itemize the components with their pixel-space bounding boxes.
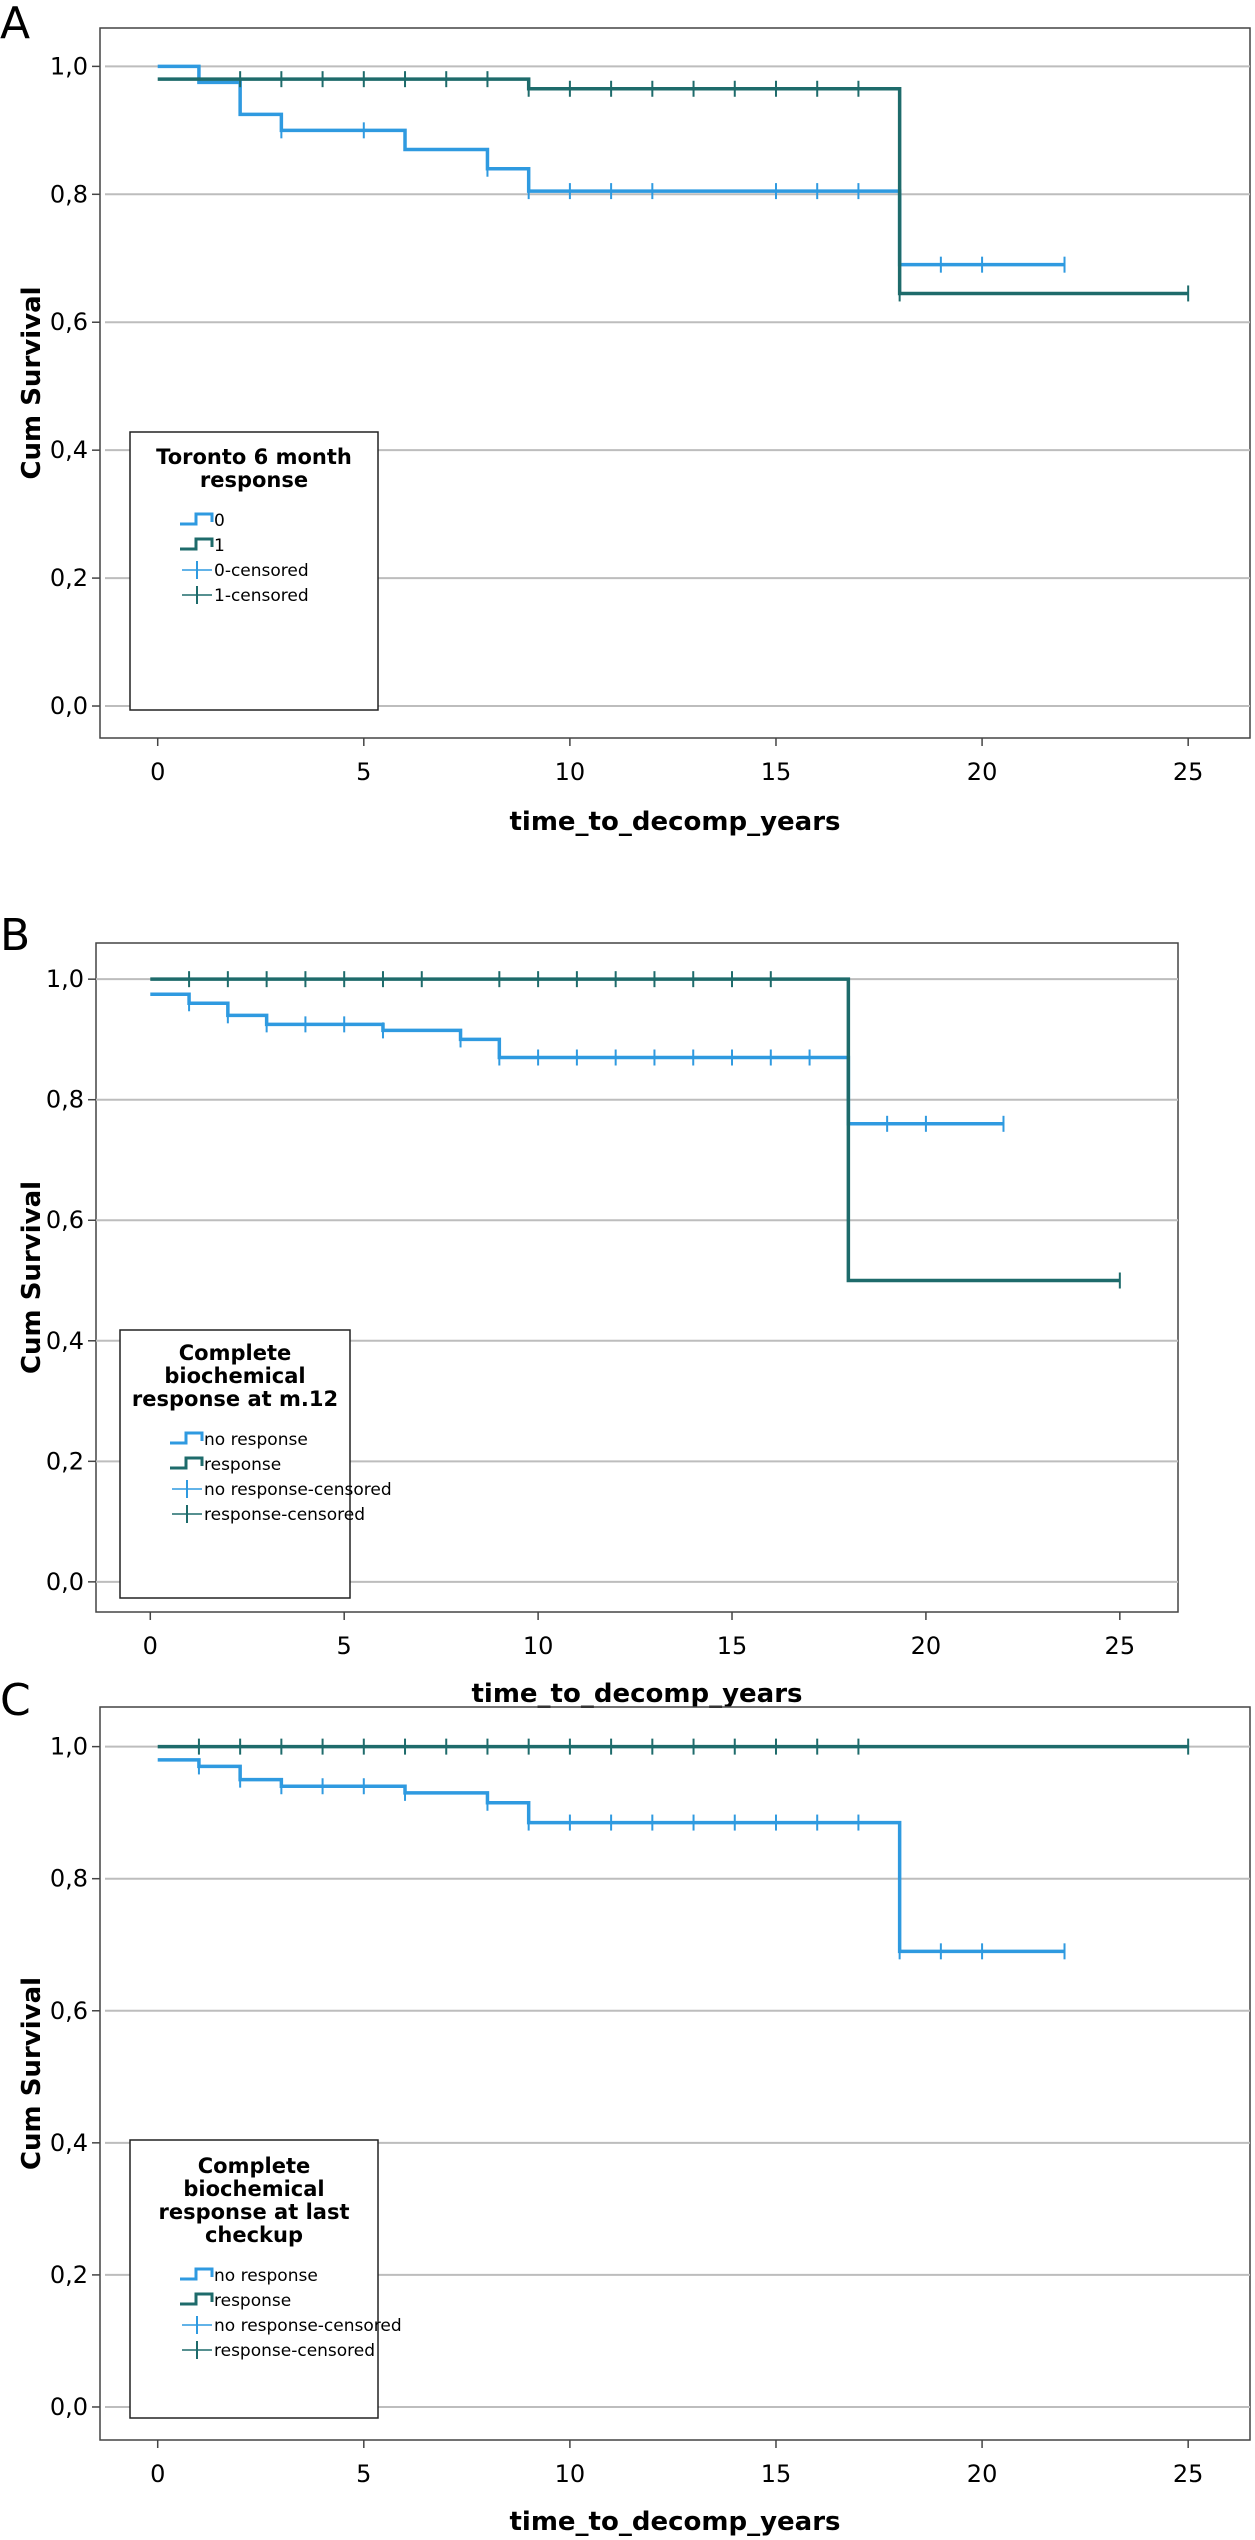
x-tick-label: 25 [1173, 2460, 1204, 2488]
legend-title-line: Complete [179, 1341, 291, 1365]
x-tick-label: 20 [911, 1632, 942, 1660]
y-tick-label: 0,6 [50, 308, 88, 336]
x-tick-label: 0 [150, 2460, 165, 2488]
legend-title-line: biochemical [164, 1364, 305, 1388]
plot-frame [95, 942, 1179, 1613]
legend-title-line: Toronto 6 month [156, 445, 352, 469]
y-tick-label: 0,2 [46, 1447, 84, 1475]
y-tick-label: 0,8 [46, 1086, 84, 1114]
x-tick-label: 5 [337, 1632, 352, 1660]
y-tick-label: 0,0 [46, 1568, 84, 1596]
legend-box [129, 431, 379, 711]
y-tick-label: 0,6 [50, 1997, 88, 2025]
y-tick-label: 0,0 [50, 2393, 88, 2421]
x-tick-label: 15 [761, 2460, 792, 2488]
x-tick-label: 25 [1173, 758, 1204, 786]
legend-title-line: response at last [159, 2200, 350, 2224]
y-tick-label: 0,8 [50, 1865, 88, 1893]
x-tick-label: 25 [1105, 1632, 1136, 1660]
legend-entry-label: no response [204, 1430, 308, 1450]
y-tick-label: 0,4 [46, 1327, 84, 1355]
legend-title-line: biochemical [183, 2177, 324, 2201]
legend-title-line: checkup [205, 2223, 303, 2247]
legend-entry-label: no response-censored [214, 2316, 402, 2336]
y-axis-label: Cum Survival [17, 1977, 47, 2170]
legend-box [129, 2139, 379, 2419]
x-tick-label: 10 [555, 2460, 586, 2488]
y-axis-label: Cum Survival [17, 286, 47, 479]
x-axis-label: time_to_decomp_years [509, 2507, 840, 2537]
y-tick-label: 0,8 [50, 180, 88, 208]
x-tick-label: 20 [967, 2460, 998, 2488]
y-tick-label: 1,0 [46, 965, 84, 993]
x-tick-label: 10 [523, 1632, 554, 1660]
legend-box [119, 1329, 351, 1599]
x-axis-label: time_to_decomp_years [471, 1679, 802, 1709]
legend-entry-label: 0-censored [214, 561, 309, 581]
legend-swatch [180, 537, 214, 551]
y-axis-label: Cum Survival [17, 1181, 47, 1374]
panel-letter: B [0, 910, 30, 961]
x-tick-label: 15 [717, 1632, 748, 1660]
x-tick-label: 0 [150, 758, 165, 786]
chart-panel-c: C 1,0 0,8 0,6 0,4 0,2 0,0 0 5 10 15 20 25 time_to_dec… [0, 1675, 1251, 2537]
legend-swatch [170, 1456, 204, 1470]
y-tick-label: 0,6 [46, 1206, 84, 1234]
series-line-b [157, 77, 1189, 296]
panel-letter: C [0, 1675, 31, 1726]
chart-panel-a: A1,00,80,60,40,20,00 5 10 15 20 25time_to_dec… [0, 0, 1251, 837]
legend-title-line: response [200, 468, 308, 492]
chart-panel-b: B 1,0 0,8 0,6 0,4 0,2 0,0 0 5 10 15 20 25 time_to_dec… [0, 910, 1179, 1709]
plot-frame [99, 1706, 1251, 2441]
legend-entry-label: 1-censored [214, 586, 309, 606]
x-tick-label: 5 [356, 2460, 371, 2488]
x-tick-label: 15 [761, 758, 792, 786]
x-tick-label: 10 [555, 758, 586, 786]
y-tick-label: 0,4 [50, 2129, 88, 2157]
series-line-a [157, 1758, 1065, 1954]
legend-entry-label: 0 [214, 511, 225, 531]
legend-swatch [180, 2267, 214, 2281]
legend-swatch [170, 1431, 204, 1445]
legend-entry-label: no response [214, 2266, 318, 2286]
y-tick-label: 0,2 [50, 564, 88, 592]
legend-title-line: Complete [198, 2154, 310, 2178]
y-tick-label: 0,2 [50, 2261, 88, 2289]
panel-letter: A [0, 0, 30, 49]
legend-entry-label: no response-censored [204, 1480, 392, 1500]
x-axis-label: time_to_decomp_years [509, 807, 840, 837]
y-tick-label: 1,0 [50, 52, 88, 80]
legend-swatch [180, 2292, 214, 2306]
x-tick-label: 0 [143, 1632, 158, 1660]
x-tick-label: 20 [967, 758, 998, 786]
y-tick-label: 0,4 [50, 436, 88, 464]
legend-swatch [180, 512, 214, 526]
legend-entry-label: response [214, 2291, 291, 2311]
legend-title-line: response at m.12 [132, 1387, 338, 1411]
legend-entry-label: response [204, 1455, 281, 1475]
series-line-a [157, 64, 1065, 267]
legend-entry-label: response-censored [204, 1505, 365, 1525]
x-tick-label: 5 [356, 758, 371, 786]
plot-frame [99, 27, 1251, 739]
legend-entry-label: 1 [214, 536, 225, 556]
legend-entry-label: response-censored [214, 2341, 375, 2361]
y-tick-label: 1,0 [50, 1733, 88, 1761]
y-tick-label: 0,0 [50, 692, 88, 720]
